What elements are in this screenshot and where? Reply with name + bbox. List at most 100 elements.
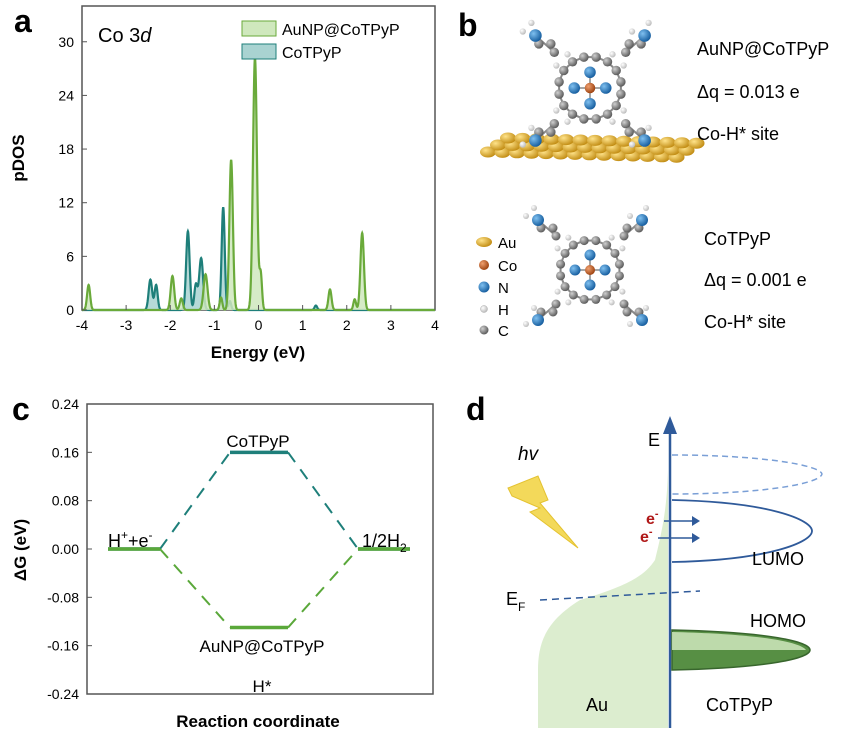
model-bottom-charge: Δq = 0.001 e bbox=[704, 270, 807, 290]
h-atom bbox=[554, 245, 561, 252]
fermi-level-label: EF bbox=[506, 589, 525, 614]
electron-label-1: e- bbox=[646, 508, 659, 528]
atom-legend: Au Co N H C bbox=[476, 235, 517, 340]
c-atom bbox=[602, 290, 612, 300]
au-atom bbox=[659, 136, 676, 148]
c-atom bbox=[567, 109, 578, 119]
pdos-x-tick-label: 1 bbox=[299, 317, 307, 333]
c-atom bbox=[591, 52, 601, 62]
c-atom bbox=[556, 271, 566, 281]
n-atom bbox=[529, 134, 542, 147]
n-atom bbox=[599, 264, 611, 276]
n-atom bbox=[568, 82, 581, 94]
energy-profile-y-tick-label: -0.16 bbox=[47, 638, 79, 654]
legend-swatch-cotpyp bbox=[241, 43, 277, 60]
legend-swatch-aunp bbox=[241, 20, 277, 37]
energy-connector bbox=[287, 548, 359, 629]
legend-label-cotpyp: CoTPyP bbox=[282, 45, 342, 62]
c-atom bbox=[622, 307, 632, 317]
c-atom bbox=[546, 127, 556, 137]
intermediate-label: H* bbox=[253, 677, 272, 696]
pdos-legend: AuNP@CoTPyP CoTPyP bbox=[241, 20, 400, 62]
pdos-line bbox=[82, 57, 435, 312]
c-atom bbox=[546, 39, 556, 49]
c-atom bbox=[549, 118, 560, 129]
metal-label: Au bbox=[586, 695, 608, 715]
c-atom bbox=[567, 57, 578, 67]
pdos-x-tick-label: -1 bbox=[208, 317, 221, 333]
pdos-x-tick-label: 2 bbox=[343, 317, 351, 333]
au-atom bbox=[587, 134, 603, 146]
legend-label-aunp: AuNP@CoTPyP bbox=[282, 22, 400, 39]
molecule-label: CoTPyP bbox=[706, 695, 773, 715]
co-atom bbox=[585, 265, 595, 275]
state-top-label: CoTPyP bbox=[226, 432, 289, 451]
pdos-y-tick-label: 12 bbox=[58, 195, 74, 211]
atom-legend-au-label: Au bbox=[498, 235, 516, 252]
h-atom bbox=[565, 234, 572, 241]
n-atom bbox=[532, 314, 544, 326]
pdos-y-tick-label: 6 bbox=[66, 248, 74, 264]
model-top-title: AuNP@CoTPyP bbox=[697, 39, 829, 59]
energy-connector bbox=[159, 548, 231, 629]
photon-label: hv bbox=[518, 444, 540, 465]
energy-profile-plot bbox=[108, 450, 410, 630]
panel-c: c 0.24 0.16 0.08 0.00 -0.08 -0.16 -0.24 ΔG (eV… bbox=[11, 391, 434, 731]
atom-legend-n-label: N bbox=[498, 280, 509, 297]
n-atom bbox=[636, 214, 648, 226]
c-atom bbox=[622, 223, 632, 233]
energy-profile-y-tick-label: 0.08 bbox=[52, 493, 79, 509]
h-atom bbox=[523, 213, 529, 219]
h-atom bbox=[531, 305, 537, 311]
h-atom bbox=[519, 28, 526, 35]
h-atom bbox=[645, 19, 652, 27]
h-atom bbox=[553, 107, 560, 114]
c-atom bbox=[602, 57, 613, 67]
c-atom bbox=[591, 236, 601, 246]
cotpyp-model bbox=[523, 205, 649, 327]
panel-b-letter: b bbox=[458, 7, 478, 43]
au-atom bbox=[616, 135, 632, 147]
energy-axis-label: E bbox=[648, 430, 660, 450]
energy-profile-y-tick-label: -0.08 bbox=[47, 589, 79, 605]
pdos-x-tick-label: -2 bbox=[164, 317, 177, 333]
c-atom bbox=[560, 282, 570, 292]
panel-c-letter: c bbox=[12, 391, 30, 427]
pdos-x-tick-label: 0 bbox=[255, 317, 263, 333]
model-top-charge: Δq = 0.013 e bbox=[697, 82, 800, 102]
pdos-x-tick-label: 4 bbox=[431, 317, 439, 333]
n-atom bbox=[584, 97, 596, 110]
atom-legend-co-label: Co bbox=[498, 258, 517, 275]
electron-arrow-1-head-icon bbox=[692, 516, 700, 526]
c-atom bbox=[591, 114, 601, 124]
state-left-label: H++e- bbox=[108, 528, 153, 551]
c-atom bbox=[602, 240, 612, 250]
h-atom bbox=[609, 51, 616, 58]
energy-axis-arrow-icon bbox=[663, 416, 677, 434]
atom-legend-h: H bbox=[480, 302, 509, 319]
c-atom-icon bbox=[479, 325, 489, 335]
h-atom bbox=[620, 107, 627, 114]
atom-legend-h-label: H bbox=[498, 302, 509, 319]
atom-legend-c: C bbox=[479, 323, 509, 340]
c-atom bbox=[560, 248, 570, 258]
homo-orbital-highlight bbox=[672, 632, 806, 650]
h-atom bbox=[528, 124, 535, 132]
c-atom bbox=[554, 89, 564, 99]
au-atom bbox=[480, 146, 496, 158]
pdos-area bbox=[82, 57, 435, 310]
c-atom bbox=[611, 65, 621, 76]
lumo-label: LUMO bbox=[752, 549, 804, 569]
pdos-series-aunpcotpyp bbox=[82, 57, 435, 312]
energy-connector bbox=[159, 451, 231, 550]
homo-label: HOMO bbox=[750, 611, 806, 631]
n-atom bbox=[638, 29, 651, 42]
energy-connector bbox=[287, 451, 359, 550]
c-atom bbox=[602, 109, 613, 119]
pdos-y-tick-label: 0 bbox=[66, 302, 74, 318]
atoms bbox=[523, 205, 649, 327]
n-atom bbox=[599, 82, 612, 94]
h-atom bbox=[519, 141, 526, 148]
h-atom bbox=[609, 118, 616, 125]
